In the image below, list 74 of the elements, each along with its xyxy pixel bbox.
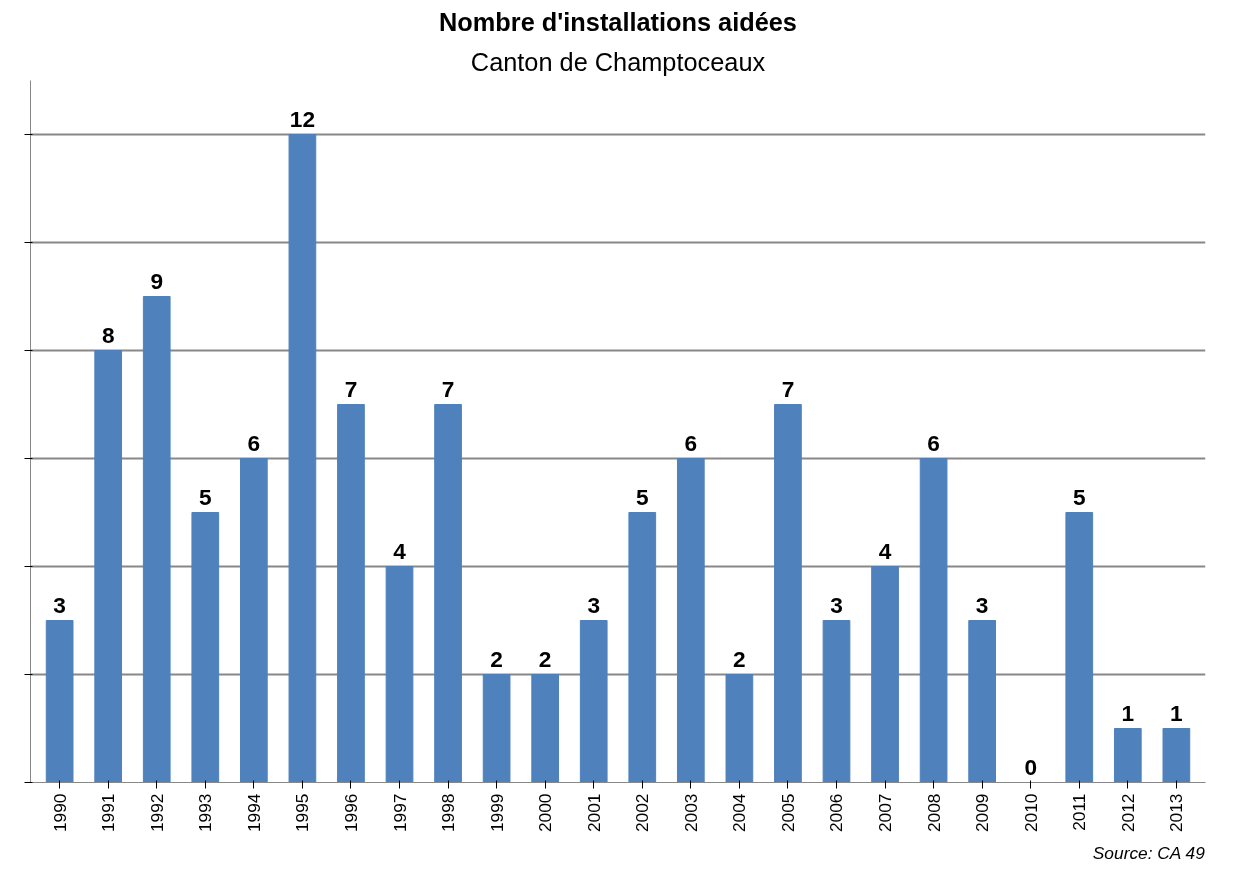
x-tick-label: 1997 — [389, 793, 410, 833]
x-tick-label: 2006 — [826, 793, 847, 833]
bar — [239, 458, 268, 783]
x-tick-label: 2002 — [632, 793, 653, 833]
chart-subtitle: Canton de Champtoceaux — [470, 47, 766, 76]
bar — [385, 566, 414, 783]
data-label: 1 — [1121, 699, 1135, 726]
data-label: 2 — [490, 645, 503, 672]
bar — [142, 296, 171, 783]
bar — [434, 404, 462, 783]
x-tick-label: 2012 — [1117, 793, 1138, 833]
data-label: 0 — [1024, 753, 1038, 780]
x-tick-label: 2009 — [972, 793, 993, 833]
data-label: 7 — [441, 375, 455, 402]
data-label: 3 — [587, 591, 601, 618]
bar — [94, 350, 123, 783]
bar — [676, 458, 705, 783]
data-label: 6 — [927, 429, 940, 456]
x-tick-label: 2001 — [583, 793, 604, 833]
x-tick-label: 1992 — [146, 793, 167, 833]
bar — [774, 404, 802, 783]
data-label: 2 — [538, 645, 552, 672]
bar — [871, 566, 899, 783]
x-tick-label: 1999 — [486, 793, 507, 833]
x-tick-label: 1993 — [195, 793, 216, 833]
bar — [919, 458, 948, 783]
x-tick-label: 2011 — [1069, 793, 1090, 831]
x-tick-label: 2008 — [923, 793, 944, 833]
data-label: 8 — [101, 321, 115, 348]
data-label: 3 — [830, 591, 843, 618]
bar — [579, 620, 608, 783]
bar — [337, 404, 365, 783]
x-tick-label: 1995 — [292, 793, 313, 833]
x-tick-label: 1994 — [243, 793, 264, 833]
data-label: 5 — [635, 483, 649, 510]
data-label: 5 — [198, 483, 212, 510]
data-label: 1 — [1170, 699, 1183, 726]
source-note: Source: CA 49 — [1092, 842, 1206, 863]
chart-title: Nombre d'installations aidées — [439, 7, 797, 36]
data-label: 4 — [393, 537, 407, 564]
data-label: 6 — [684, 429, 698, 456]
data-label: 7 — [344, 375, 358, 402]
data-label: 3 — [53, 591, 66, 618]
data-label: 4 — [878, 537, 892, 564]
data-label: 12 — [289, 105, 315, 132]
x-tick-label: 1998 — [438, 793, 459, 833]
data-label: 2 — [733, 645, 746, 672]
bar — [288, 134, 317, 783]
x-tick-label: 2013 — [1166, 793, 1187, 833]
data-label: 6 — [247, 429, 261, 456]
x-tick-label: 1991 — [98, 793, 119, 833]
bar — [628, 512, 657, 783]
x-tick-label: 1990 — [49, 793, 70, 833]
x-tick-label: 2004 — [729, 793, 750, 833]
bar — [191, 512, 220, 783]
bar — [482, 674, 511, 783]
x-tick-label: 2007 — [875, 793, 896, 833]
data-label: 7 — [781, 375, 795, 402]
data-label: 5 — [1072, 483, 1086, 510]
bar — [45, 620, 74, 783]
data-label: 9 — [150, 267, 164, 294]
x-tick-label: 2010 — [1020, 793, 1041, 833]
bar — [725, 674, 754, 783]
bar — [1113, 728, 1142, 783]
bar — [1065, 512, 1094, 783]
x-tick-label: 2000 — [535, 793, 556, 833]
bar — [531, 674, 560, 783]
bar — [822, 620, 851, 783]
bar — [1162, 728, 1191, 783]
x-tick-label: 2003 — [680, 793, 701, 833]
x-tick-label: 2005 — [777, 793, 798, 833]
data-label: 3 — [975, 591, 989, 618]
bar — [968, 620, 997, 783]
x-tick-label: 1996 — [340, 793, 361, 833]
